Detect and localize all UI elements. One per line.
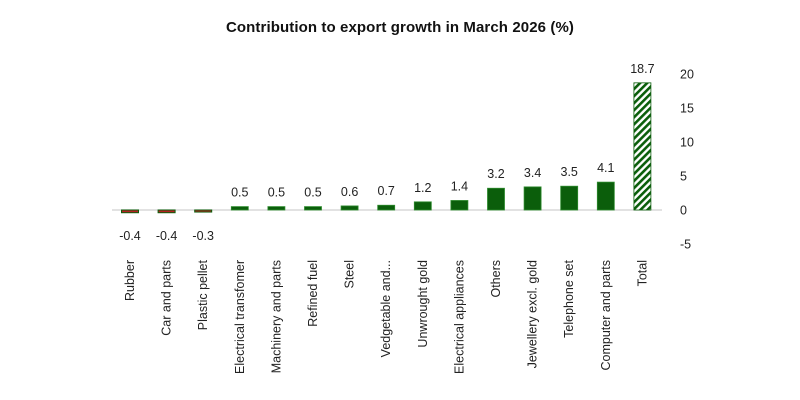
data-label: 0.6 [341, 185, 358, 199]
bar [450, 200, 469, 211]
category-label: Computer and parts [599, 260, 613, 370]
bar [194, 209, 213, 213]
data-label: 3.5 [561, 165, 578, 179]
y-tick-label: 15 [680, 102, 694, 116]
category-label: Vedgetable and... [379, 260, 393, 357]
data-label: 0.7 [378, 184, 395, 198]
category-label: Rubber [123, 260, 137, 301]
bar [377, 204, 396, 211]
category-label: Plastic pellet [196, 259, 210, 330]
category-label: Telephone set [562, 259, 576, 337]
bar [304, 206, 322, 211]
category-label: Electrical appliances [452, 260, 466, 374]
y-tick-label: 0 [680, 204, 687, 218]
bar [487, 187, 505, 211]
data-label: 18.7 [630, 62, 654, 76]
data-label: 0.5 [231, 186, 248, 200]
category-label: Unwrought gold [416, 260, 430, 348]
bar [560, 185, 579, 211]
category-label: Electrical transfomer [233, 260, 247, 374]
y-tick-label: 20 [680, 68, 694, 82]
data-label: -0.4 [119, 229, 141, 243]
data-label: 1.4 [451, 179, 468, 193]
data-label: 0.5 [268, 186, 285, 200]
category-label: Others [489, 260, 503, 298]
data-label: -0.3 [192, 229, 214, 243]
data-label: 1.2 [414, 181, 431, 195]
bar-total [633, 82, 652, 211]
bar [121, 209, 139, 214]
category-label: Machinery and parts [269, 260, 283, 373]
category-label: Steel [343, 260, 357, 289]
category-label: Jewellery excl. gold [526, 260, 540, 368]
bar [230, 206, 249, 211]
data-label: 4.1 [597, 161, 614, 175]
bar [596, 181, 615, 211]
bar [413, 201, 432, 211]
y-tick-label: -5 [680, 238, 691, 252]
bar [340, 205, 359, 211]
bar [267, 206, 286, 211]
data-label: 0.5 [304, 186, 321, 200]
chart-title: Contribution to export growth in March 2… [225, 19, 575, 36]
data-label: -0.4 [156, 229, 178, 243]
category-label: Total [635, 260, 649, 286]
bar [523, 186, 542, 211]
data-label: 3.2 [487, 167, 504, 181]
data-label: 3.4 [524, 166, 541, 180]
y-tick-label: 10 [680, 136, 694, 150]
category-label: Refined fuel [306, 260, 320, 327]
bar [157, 209, 176, 214]
category-label: Car and parts [160, 260, 174, 336]
y-tick-label: 5 [680, 170, 687, 184]
